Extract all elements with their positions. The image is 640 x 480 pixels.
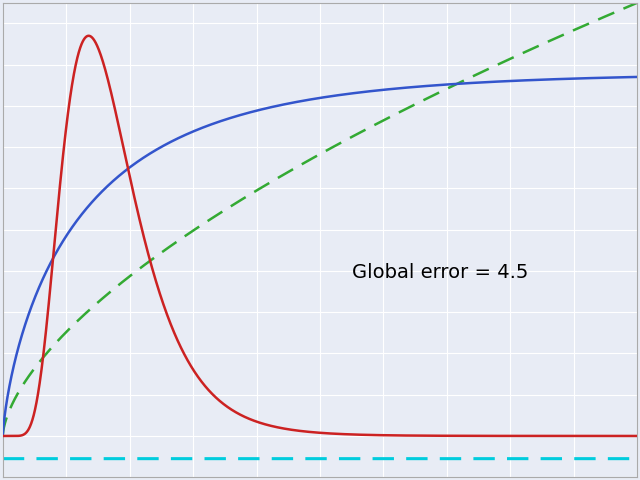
Text: Global error = 4.5: Global error = 4.5 [352,263,528,282]
